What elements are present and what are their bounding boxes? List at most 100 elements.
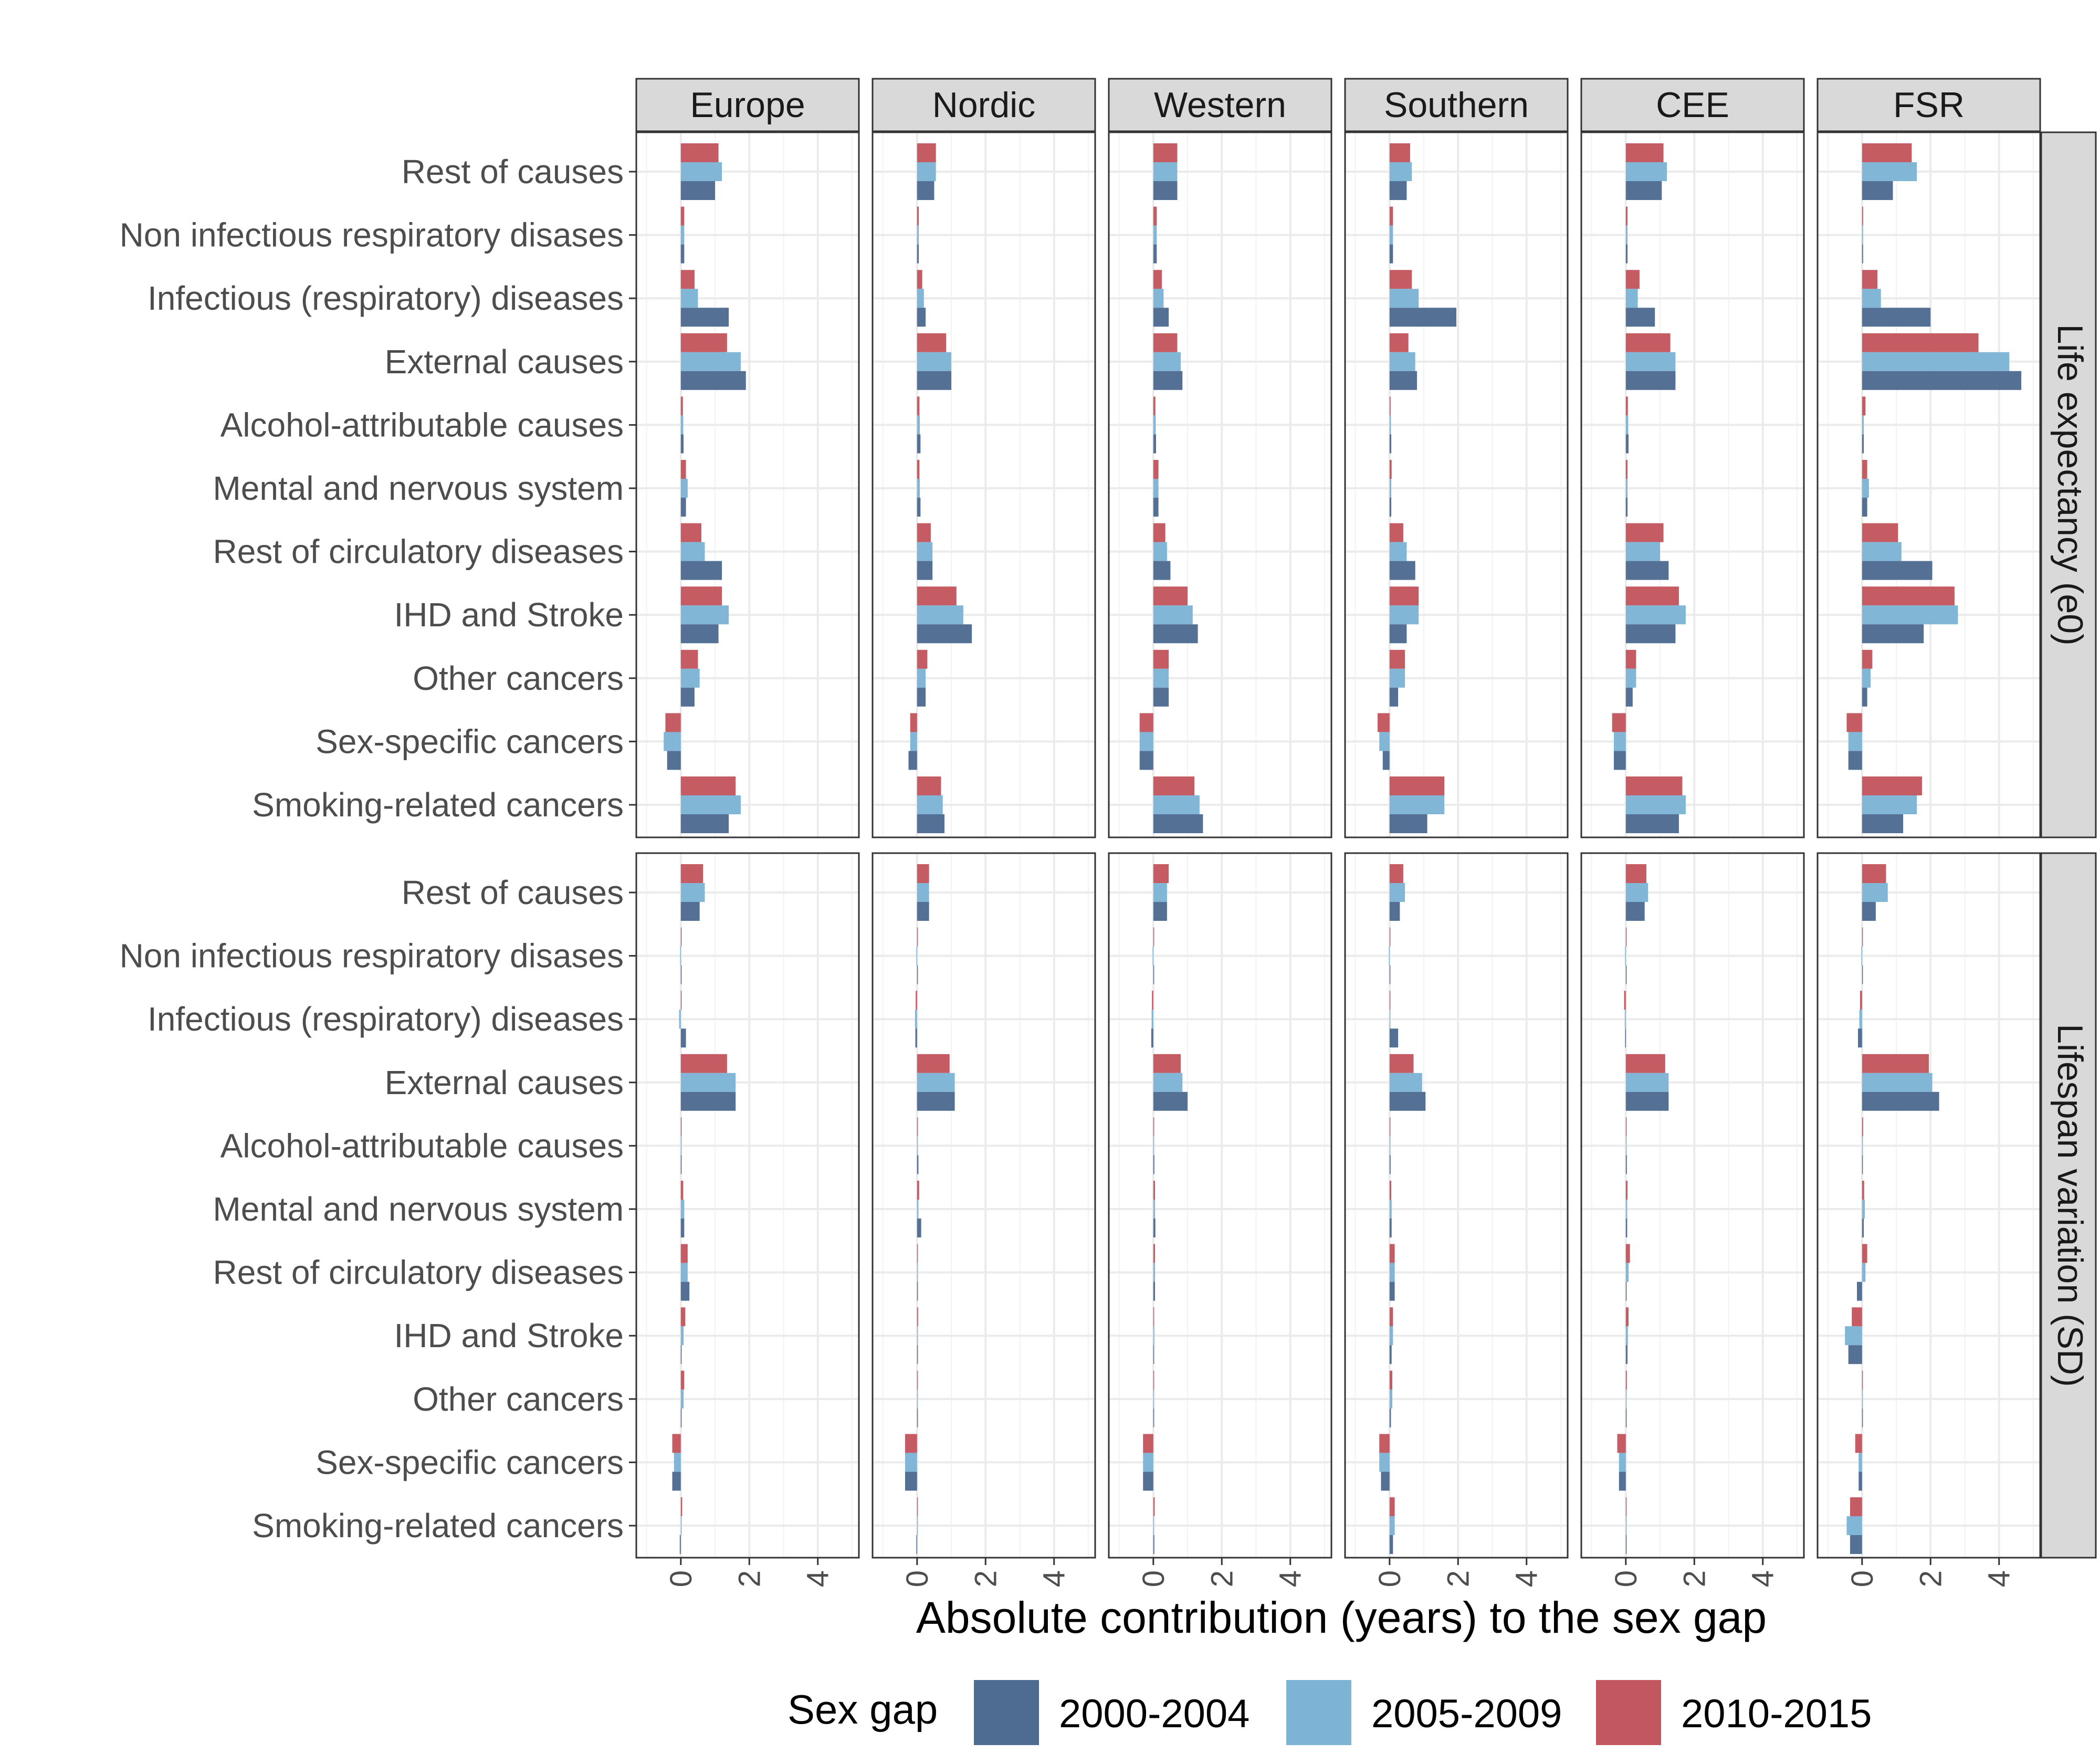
bar-2000-2004-rest-of-circulatory-diseases [1389, 561, 1415, 580]
bar-2010-2015-mental-and-nervous-system [1625, 460, 1628, 479]
bar-2005-2009-sex-specific-cancers [664, 732, 681, 751]
bar-2005-2009-ihd-and-stroke [1862, 605, 1958, 625]
bar-2005-2009-non-infectious-respiratory-disases [680, 225, 685, 245]
bar-2005-2009-alcohol-attributable-causes [917, 1136, 918, 1156]
bar-2005-2009-infectious-respiratory-diseases [1859, 1010, 1862, 1029]
bar-2005-2009-infectious-respiratory-diseases [1153, 289, 1164, 308]
category-label-non-infectious-respiratory-disases: Non infectious respiratory disases [120, 216, 624, 254]
bar-2005-2009-other-cancers [1389, 668, 1405, 688]
bar-2000-2004-external-causes [1625, 371, 1676, 390]
bar-2005-2009-infectious-respiratory-diseases [1389, 289, 1419, 308]
panel-life-expectancy-e0-cee [1580, 131, 1805, 838]
bar-2000-2004-ihd-and-stroke [917, 624, 972, 644]
x-tick-label-fsr: 2 [1914, 1570, 1948, 1587]
panel-border [1108, 852, 1332, 1559]
bar-2000-2004-non-infectious-respiratory-disases [917, 965, 918, 984]
panel-background [1581, 853, 1804, 1558]
bar-2000-2004-smoking-related-cancers [1850, 1535, 1862, 1554]
panel-border [1580, 852, 1805, 1559]
bar-2005-2009-other-cancers [917, 668, 926, 688]
bar-2005-2009-other-cancers [917, 1389, 918, 1409]
strip-southern [1344, 78, 1569, 132]
bar-2010-2015-rest-of-causes [1389, 143, 1410, 162]
bar-2010-2015-rest-of-causes [1862, 143, 1912, 162]
bar-2005-2009-ihd-and-stroke [1845, 1326, 1862, 1346]
panel-lifespan-variation-sd-nordic [872, 852, 1096, 1559]
bar-2000-2004-sex-specific-cancers [1848, 751, 1862, 770]
bar-2000-2004-alcohol-attributable-causes [1389, 434, 1392, 454]
bar-2000-2004-other-cancers [1862, 687, 1867, 707]
category-label-sex-specific-cancers: Sex-specific cancers [316, 1443, 624, 1481]
bar-2005-2009-ihd-and-stroke [1153, 605, 1193, 625]
bar-2010-2015-rest-of-circulatory-diseases [1625, 523, 1664, 542]
bar-2005-2009-external-causes [1625, 352, 1676, 371]
bar-2010-2015-sex-specific-cancers [665, 713, 681, 732]
bar-2000-2004-sex-specific-cancers [1613, 751, 1626, 770]
bar-2010-2015-sex-specific-cancers [1855, 1434, 1862, 1453]
legend-swatch-2000-2004 [974, 1680, 1039, 1745]
bar-2000-2004-sex-specific-cancers [667, 751, 681, 770]
bar-2005-2009-smoking-related-cancers [1389, 795, 1445, 814]
x-tick-label-nordic: 0 [900, 1570, 934, 1587]
bar-2005-2009-sex-specific-cancers [1379, 1453, 1390, 1472]
bar-2005-2009-rest-of-circulatory-diseases [917, 542, 933, 561]
bar-2000-2004-smoking-related-cancers [1389, 814, 1427, 833]
bar-2000-2004-external-causes [1153, 371, 1183, 390]
bar-2005-2009-rest-of-circulatory-diseases [917, 1263, 918, 1282]
panel-border [635, 852, 860, 1559]
bar-2000-2004-alcohol-attributable-causes [680, 434, 684, 454]
bar-2000-2004-rest-of-circulatory-diseases [1153, 561, 1171, 580]
bar-2005-2009-sex-specific-cancers [1848, 732, 1862, 751]
category-label-non-infectious-respiratory-disases: Non infectious respiratory disases [120, 937, 624, 975]
bar-2000-2004-rest-of-causes [917, 902, 929, 921]
bar-2010-2015-smoking-related-cancers [1153, 1497, 1155, 1516]
bar-2005-2009-rest-of-causes [917, 883, 929, 902]
bar-2000-2004-alcohol-attributable-causes [680, 1155, 682, 1174]
bar-2000-2004-smoking-related-cancers [1862, 814, 1904, 833]
bar-2005-2009-sex-specific-cancers [674, 1453, 681, 1472]
bar-2010-2015-rest-of-circulatory-diseases [1153, 1244, 1156, 1263]
bar-2000-2004-other-cancers [1389, 687, 1399, 707]
category-label-rest-of-circulatory-diseases: Rest of circulatory diseases [213, 1254, 624, 1292]
bar-2010-2015-sex-specific-cancers [1377, 713, 1390, 732]
bar-2010-2015-rest-of-circulatory-diseases [1153, 523, 1166, 542]
bar-2010-2015-alcohol-attributable-causes [1862, 396, 1866, 416]
bar-2000-2004-ihd-and-stroke [917, 1345, 918, 1364]
bar-2005-2009-mental-and-nervous-system [1153, 479, 1159, 498]
bar-2000-2004-mental-and-nervous-system [917, 498, 921, 517]
bar-2000-2004-rest-of-causes [1862, 902, 1876, 921]
bar-2010-2015-other-cancers [1153, 649, 1169, 669]
bar-2000-2004-other-cancers [1625, 687, 1633, 707]
bar-2005-2009-mental-and-nervous-system [680, 479, 688, 498]
x-tick-label-cee: 4 [1746, 1570, 1780, 1587]
bar-2000-2004-smoking-related-cancers [916, 1535, 917, 1554]
bar-2010-2015-alcohol-attributable-causes [680, 1117, 682, 1137]
bar-2000-2004-infectious-respiratory-diseases [1857, 1028, 1862, 1048]
bar-2005-2009-sex-specific-cancers [1613, 732, 1626, 751]
bar-2010-2015-external-causes [917, 1054, 950, 1073]
bar-2000-2004-mental-and-nervous-system [1153, 498, 1159, 517]
x-tick-label-europe: 2 [732, 1570, 766, 1587]
bar-2010-2015-mental-and-nervous-system [917, 1181, 919, 1200]
bar-2000-2004-infectious-respiratory-diseases [1625, 1028, 1626, 1048]
bar-2005-2009-smoking-related-cancers [1389, 1516, 1395, 1535]
bar-2010-2015-alcohol-attributable-causes [680, 396, 683, 416]
strip-western [1108, 78, 1332, 132]
bar-2010-2015-smoking-related-cancers [1389, 776, 1445, 795]
bar-2005-2009-rest-of-causes [1153, 162, 1178, 181]
bar-2010-2015-sex-specific-cancers [1139, 713, 1153, 732]
bar-2000-2004-sex-specific-cancers [908, 751, 917, 770]
bar-2000-2004-external-causes [917, 1091, 955, 1111]
bar-2005-2009-other-cancers [680, 1389, 684, 1409]
bar-2010-2015-ihd-and-stroke [1153, 586, 1188, 606]
bar-2000-2004-alcohol-attributable-causes [1862, 1155, 1863, 1174]
bar-2000-2004-infectious-respiratory-diseases [1389, 308, 1456, 327]
bar-2000-2004-external-causes [1153, 1091, 1188, 1111]
bar-2000-2004-rest-of-circulatory-diseases [1625, 561, 1669, 580]
bar-2005-2009-non-infectious-respiratory-disases [1152, 946, 1153, 965]
bar-2005-2009-mental-and-nervous-system [1862, 479, 1869, 498]
bar-2005-2009-other-cancers [1153, 668, 1169, 688]
bar-2010-2015-alcohol-attributable-causes [1389, 396, 1391, 416]
bar-2005-2009-ihd-and-stroke [1625, 1326, 1628, 1346]
bar-2010-2015-sex-specific-cancers [672, 1434, 681, 1453]
